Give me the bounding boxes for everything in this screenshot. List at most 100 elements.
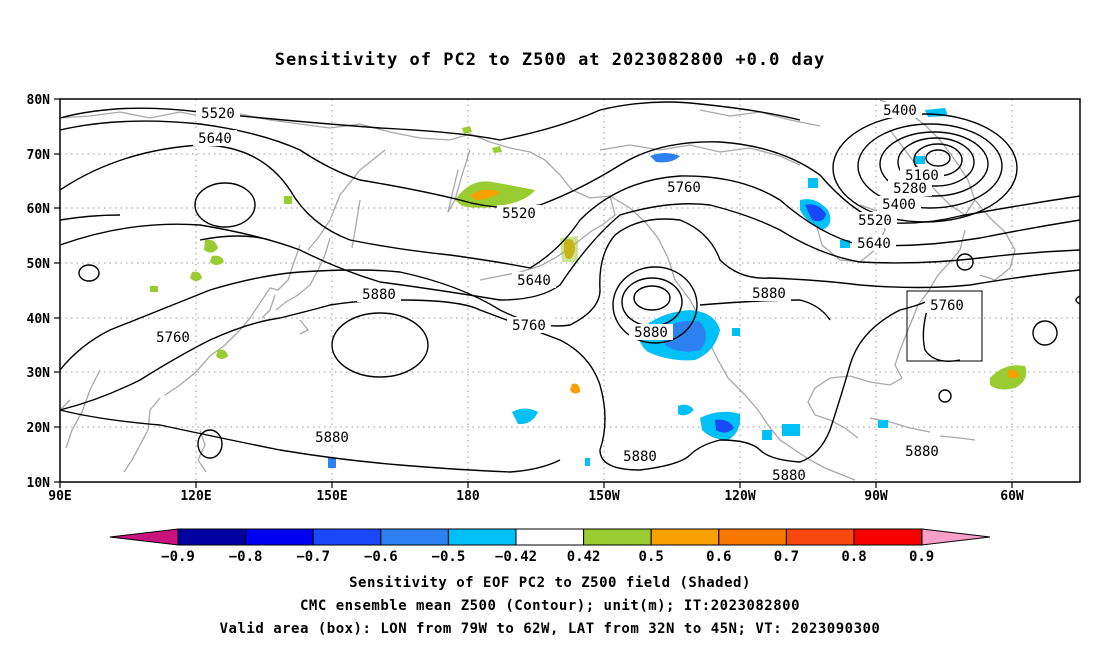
shade-patch — [1008, 369, 1020, 379]
colorbar-tick-label: 0.5 — [639, 549, 664, 565]
contour-label: 5760 — [667, 180, 701, 196]
colorbar-cell — [650, 528, 720, 546]
lon-label: 90E — [48, 489, 71, 504]
colorbar-tick-label: −0.7 — [296, 549, 330, 565]
axis-ticks — [54, 98, 1013, 488]
shade-patch — [150, 286, 158, 292]
colorbar-tick-label: 0.42 — [567, 549, 601, 565]
colorbar-cell — [785, 528, 855, 546]
shade-patch — [470, 189, 500, 200]
colorbar-cell — [583, 528, 652, 546]
lat-label: 60N — [27, 202, 51, 217]
caption-line-3: Valid area (box): LON from 79W to 62W, L… — [219, 621, 881, 637]
shade-patch — [915, 156, 925, 164]
colorbar-min-triangle — [109, 528, 179, 546]
chart-title: Sensitivity of PC2 to Z500 at 2023082800… — [274, 50, 826, 70]
sensitivity-shading — [150, 108, 1027, 468]
contour-label: 5640 — [517, 273, 551, 289]
contour-label: 5520 — [201, 106, 235, 122]
shade-patch — [216, 349, 228, 359]
valid-area-box — [906, 290, 983, 362]
colorbar-cell — [312, 528, 382, 546]
lon-label: 120W — [724, 489, 755, 504]
shade-patch — [284, 196, 292, 204]
colorbar-tick-label: 0.9 — [909, 549, 934, 565]
shade-patch — [560, 236, 578, 262]
colorbar-cell — [853, 528, 923, 546]
contour-label: 5760 — [512, 318, 546, 334]
shade-patch — [210, 255, 224, 265]
colorbar-tick-label: 0.7 — [774, 549, 799, 565]
lon-label: 90W — [864, 489, 888, 504]
colorbar-cell — [245, 528, 314, 546]
contour-label: 5280 — [893, 181, 927, 197]
longitude-labels: 90E 120E 150E 180 150W 120W 90W 60W — [48, 489, 1024, 504]
shade-patch — [782, 424, 800, 436]
shade-patch — [570, 383, 580, 394]
lon-label: 180 — [456, 489, 480, 504]
lat-label: 70N — [27, 148, 51, 163]
contour-label: 5520 — [858, 213, 892, 229]
shade-patch — [678, 404, 694, 416]
lat-label: 30N — [27, 366, 51, 381]
contour-label: 5880 — [752, 286, 786, 302]
contour-label: 5520 — [502, 206, 536, 222]
colorbar-cell — [718, 528, 787, 546]
colorbar: −0.9 −0.8 −0.7 −0.6 −0.5 −0.42 0.42 0.5 0.6 0.7 0.… — [109, 528, 991, 565]
colorbar-tick-label: −0.42 — [495, 549, 537, 565]
contour-label: 5400 — [882, 197, 916, 213]
colorbar-tick-label: −0.8 — [229, 549, 263, 565]
shade-patch — [808, 178, 818, 188]
contour-label: 5760 — [930, 298, 964, 314]
contour-label: 5640 — [198, 131, 232, 147]
contour-label: 5880 — [362, 287, 396, 303]
shade-patch — [190, 271, 202, 281]
shade-patch — [328, 458, 336, 468]
shade-patch — [650, 153, 680, 163]
lat-label: 40N — [27, 312, 51, 327]
colorbar-tick-label: −0.6 — [364, 549, 398, 565]
lon-label: 60W — [1000, 489, 1024, 504]
contour-label: 5880 — [315, 430, 349, 446]
colorbar-cell — [515, 528, 585, 546]
colorbar-tick-label: 0.8 — [841, 549, 866, 565]
lon-label: 120E — [180, 489, 211, 504]
shade-patch — [732, 328, 740, 336]
lat-label: 50N — [27, 257, 51, 272]
contour-label: 5880 — [905, 444, 939, 460]
colorbar-tick-label: 0.6 — [706, 549, 731, 565]
colorbar-cell — [380, 528, 449, 546]
colorbar-tick-label: −0.9 — [161, 549, 195, 565]
shade-patch — [762, 430, 772, 440]
contour-label: 5880 — [623, 449, 657, 465]
lat-label: 20N — [27, 421, 51, 436]
latitude-labels: 80N 70N 60N 50N 40N 30N 20N 10N — [27, 93, 51, 491]
contour-label: 5400 — [883, 103, 917, 119]
contour-label: 5760 — [156, 330, 190, 346]
map-frame — [59, 98, 1081, 483]
shade-patch — [492, 146, 502, 153]
shade-patch — [204, 239, 218, 253]
lat-label: 10N — [27, 476, 51, 491]
contour-label: 5640 — [857, 236, 891, 252]
colorbar-cell — [447, 528, 517, 546]
contour-label: 5880 — [634, 325, 668, 341]
contour-labels: 5520 5640 5400 5760 5520 5160 5280 5400 … — [151, 102, 969, 484]
caption-line-1: Sensitivity of EOF PC2 to Z500 field (Sh… — [349, 575, 751, 591]
colorbar-max-triangle — [921, 528, 991, 546]
shade-patch — [512, 408, 538, 425]
shade-patch — [990, 365, 1027, 390]
lat-label: 80N — [27, 93, 51, 108]
lon-label: 150W — [588, 489, 619, 504]
shade-patch — [805, 204, 826, 222]
lon-label: 150E — [316, 489, 347, 504]
shade-patch — [585, 458, 590, 466]
contour-label: 5880 — [772, 468, 806, 484]
shade-patch — [462, 126, 472, 134]
colorbar-cell — [177, 528, 247, 546]
colorbar-tick-label: −0.5 — [432, 549, 466, 565]
caption-line-2: CMC ensemble mean Z500 (Contour); unit(m… — [299, 598, 800, 614]
shade-patch — [878, 420, 888, 428]
shade-patch — [715, 419, 734, 433]
